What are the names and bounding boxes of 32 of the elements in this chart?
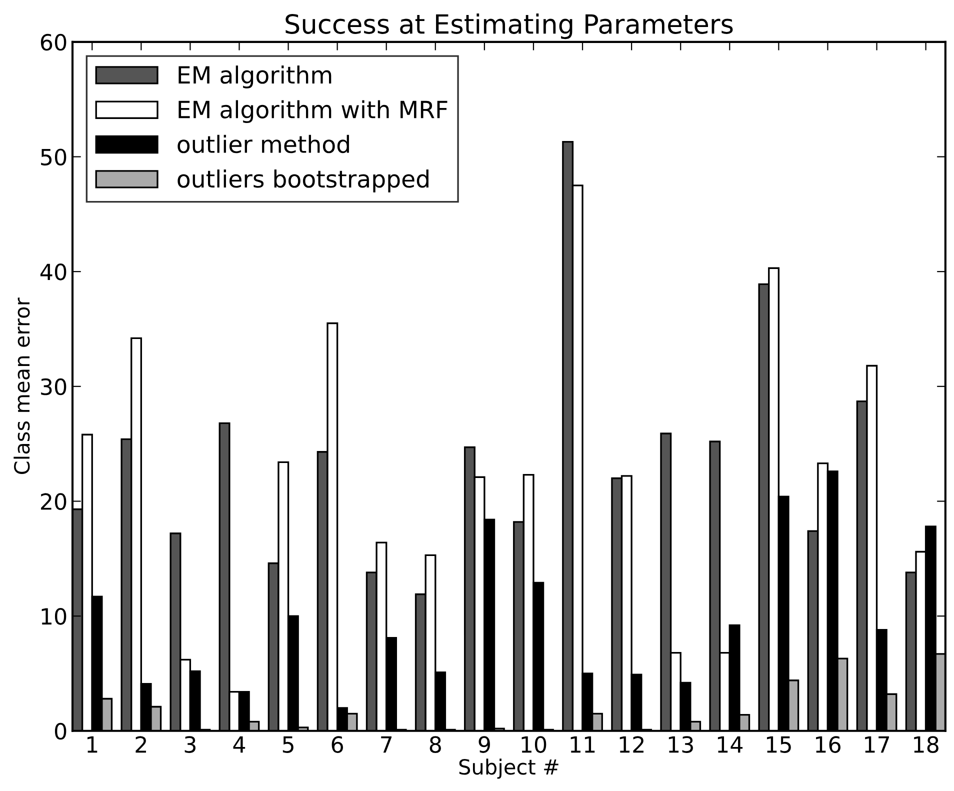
y-tick-label: 10 <box>42 608 66 625</box>
x-tick-label: 11 <box>570 736 595 753</box>
y-tick-label: 60 <box>40 34 66 51</box>
x-tick-label: 1 <box>87 736 98 753</box>
x-tick-label: 10 <box>522 736 546 753</box>
y-tick-label: 20 <box>40 493 66 510</box>
x-tick-label: 17 <box>865 736 889 753</box>
legend-label: outlier method <box>178 134 349 154</box>
x-tick-label: 5 <box>282 736 294 753</box>
x-tick-label: 7 <box>381 736 392 753</box>
x-axis-title: Subject # <box>459 758 558 779</box>
y-tick-label: 0 <box>54 722 66 740</box>
x-tick-label: 2 <box>136 736 146 753</box>
x-tick-label: 15 <box>766 736 791 753</box>
legend-label: outliers bootstrapped <box>178 170 428 192</box>
y-tick-label: 30 <box>41 378 66 396</box>
legend-label: EM algorithm with MRF <box>178 100 448 124</box>
x-tick-label: 18 <box>914 736 938 753</box>
y-tick-label: 40 <box>40 264 66 280</box>
x-tick-label: 9 <box>478 736 490 753</box>
x-tick-label: 14 <box>718 736 743 753</box>
y-tick-label: 50 <box>41 148 66 166</box>
legend-label: EM algorithm <box>178 66 332 88</box>
chart-title: Success at Estimating Parameters <box>286 14 733 40</box>
x-tick-label: 8 <box>430 736 441 753</box>
x-tick-label: 6 <box>332 736 343 753</box>
x-tick-label: 3 <box>184 736 196 753</box>
x-tick-label: 13 <box>668 736 693 753</box>
y-axis-title: Class mean error <box>14 298 30 474</box>
x-tick-label: 4 <box>233 736 246 753</box>
x-tick-label: 12 <box>620 736 644 753</box>
x-tick-label: 16 <box>816 736 840 753</box>
